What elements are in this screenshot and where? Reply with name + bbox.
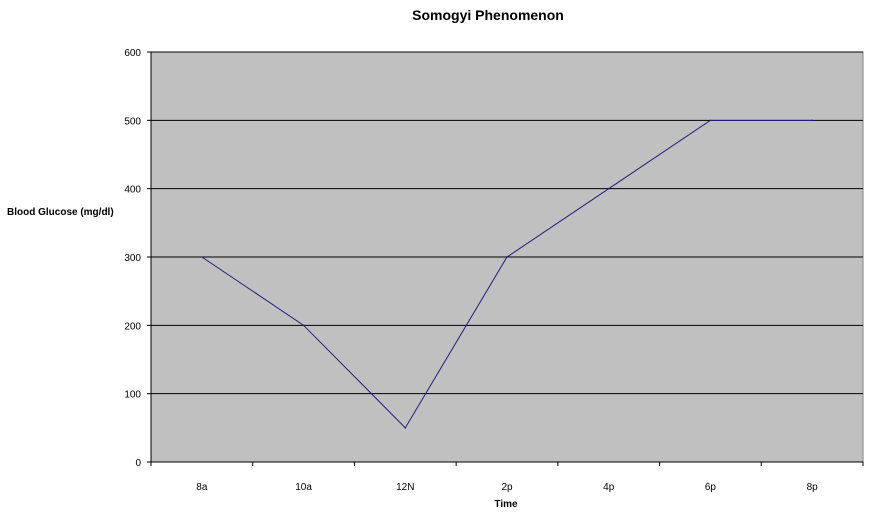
y-axis-label: Blood Glucose (mg/dl) [7, 207, 114, 218]
data-point-4p [607, 187, 610, 190]
x-axis-label: Time [494, 499, 518, 510]
x-tick-label-12N: 12N [396, 482, 414, 493]
y-tick-label-300: 300 [124, 253, 141, 264]
y-tick-label-0: 0 [135, 458, 141, 469]
y-tick-label-500: 500 [124, 116, 141, 127]
data-point-2p [506, 256, 508, 258]
x-tick-label-10a: 10a [295, 482, 312, 493]
chart-title: Somogyi Phenomenon [412, 7, 564, 23]
y-ticks: 0 100 200 300 400 500 600 [124, 48, 151, 469]
x-tick-label-4p: 4p [603, 482, 615, 493]
x-tick-label-8a: 8a [196, 482, 208, 493]
data-point-8a [201, 256, 203, 258]
y-tick-label-100: 100 [124, 390, 141, 401]
data-point-8p [811, 119, 813, 122]
x-tick-label-2p: 2p [501, 482, 513, 493]
data-point-10a [302, 324, 305, 327]
x-tick-label-8p: 8p [807, 482, 819, 493]
y-tick-label-200: 200 [124, 321, 141, 332]
x-tick-label-6p: 6p [705, 482, 717, 493]
y-tick-label-400: 400 [124, 185, 141, 196]
series [201, 119, 813, 429]
x-ticks: 8a 10a 12N 2p 4p 6p 8p [150, 462, 864, 493]
data-point-6p [709, 119, 712, 122]
y-tick-label-600: 600 [124, 48, 141, 59]
data-point-12N [404, 427, 407, 429]
